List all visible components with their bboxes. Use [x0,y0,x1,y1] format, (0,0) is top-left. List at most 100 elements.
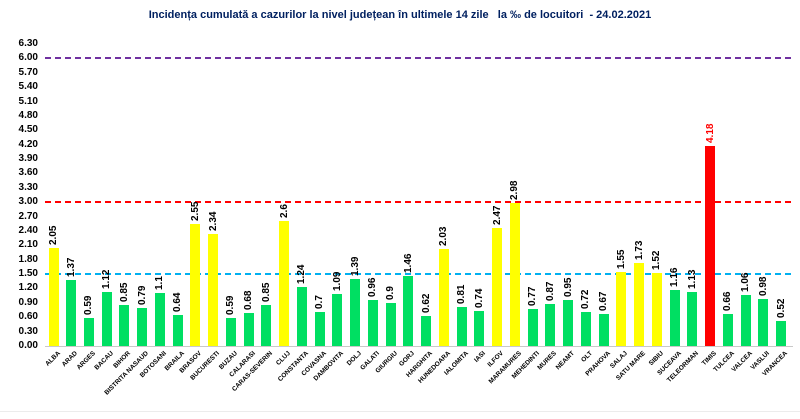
y-axis: 0.00 0.30 0.60 0.90 1.20 1.50 1.80 2.10 2.40 2.70… [0,0,40,416]
bar-value-label: 0.9 [385,285,397,300]
y-tick-label: 5.10 [18,95,38,107]
bar-value-label: 1.12 [101,269,113,290]
threshold-line-3 [45,201,793,204]
bar-value-label: 2.6 [278,204,290,219]
bar-value-label: 1.24 [296,264,308,284]
bar-VASLUI [758,299,769,346]
bar-value-label: 0.98 [757,276,769,297]
bar-value-label: 2.55 [189,201,201,221]
bar-BUCURESTI [208,233,219,346]
bar-BACAU [101,292,112,346]
bar-value-label: 0.62 [420,293,432,314]
bar-value-label: 2.05 [48,225,59,245]
y-tick-label: 3.30 [18,181,38,193]
bar-GIURGIU [385,302,396,346]
bar-HUNEDOARA [438,248,449,346]
y-tick-label: 3.00 [18,196,38,208]
bar-value-label: 2.03 [438,226,450,246]
bar-ARGES [83,317,94,346]
bar-ILFOV [492,227,503,346]
bar-IASI [474,310,485,346]
bar-SATU MARE [634,263,645,346]
bar-PRAHOVA [598,313,609,346]
bar-BOTOSANI [154,293,165,346]
bar-IALOMITA [456,307,467,346]
bar-value-label: 1.39 [349,256,361,277]
bar-CALARASI [243,313,254,346]
bar-value-label: 1.46 [402,253,414,274]
bar-DOLJ [350,279,361,346]
y-tick-label: 6.30 [18,38,38,49]
bar-value-label: 0.81 [456,284,468,305]
y-tick-label: 1.50 [18,268,38,280]
bar-value-label: 0.74 [473,288,485,308]
bar-value-label: 0.79 [136,285,148,306]
bar-VALCEA [740,295,751,346]
bar-SIBIU [651,273,662,346]
threshold-line-6 [45,57,793,60]
bar-value-label: 0.85 [260,282,272,303]
bar-value-label: 0.66 [722,291,734,312]
bar-value-label: 0.85 [118,282,130,303]
y-tick-label: 2.10 [18,239,38,251]
bar-OLT [580,311,591,346]
y-tick-label: 1.80 [18,253,38,265]
bar-CARAS-SEVERIN [261,305,272,346]
y-tick-label: 1.20 [18,282,38,294]
bar-TELEORMAN [687,291,698,346]
y-tick-label: 2.70 [18,210,38,222]
bar-GALATI [367,299,378,346]
bar-BRASOV [190,223,201,346]
bar-value-label: 0.96 [367,277,379,297]
bar-value-label: 0.72 [580,289,592,309]
bar-value-label: 1.37 [65,257,77,278]
y-tick-label: 0.60 [18,311,38,323]
bar-GORJ [403,276,414,346]
bar-value-label: 4.18 [704,123,716,143]
y-tick-label: 3.60 [18,167,38,179]
y-tick-label: 5.70 [18,66,38,78]
chart-title: Incidența cumulată a cazurilor la nivel … [148,9,652,21]
bar-value-label: 1.73 [633,240,645,261]
bar-value-label: 0.95 [562,278,574,298]
bar-BISTRITA NASAUD [137,308,148,346]
y-tick-label: 0.30 [18,325,38,337]
bar-CLUJ [279,221,290,346]
bar-value-label: 1.52 [651,250,663,271]
plot-area: 2.05 1.37 0.59 1.12 0.85 0.79 1.1 0.64 2.55 2.34 0… [45,44,793,347]
bar-value-label: 0.59 [83,295,95,315]
bar-value-label: 0.68 [243,290,255,311]
bar-TULCEA [722,314,733,346]
bar-BRAILA [172,315,183,346]
bar-value-label: 0.59 [225,295,237,315]
y-tick-label: 3.90 [18,153,38,165]
y-tick-label: 4.80 [18,109,38,121]
bar-ALBA [48,247,59,346]
bar-BUZAU [225,317,236,346]
y-tick-label: 5.40 [18,81,38,93]
bar-value-label: 1.16 [669,267,681,288]
bar-value-label: 0.77 [527,286,539,307]
bar-MARAMURES [509,203,520,346]
bar-value-label: 1.55 [615,249,627,269]
bar-COVASNA [314,312,325,346]
bar-NEAMT [563,300,574,346]
bar-MURES [545,304,556,346]
bar-value-label: 0.87 [544,281,556,302]
bar-ARAD [66,280,77,346]
bar-TIMIS [705,145,716,346]
bar-value-label: 1.09 [331,271,343,291]
bottom-divider [0,411,800,412]
y-tick-label: 6.00 [18,52,38,64]
bar-value-label: 2.47 [491,205,503,225]
bar-BIHOR [119,305,130,346]
bar-value-label: 2.34 [207,211,219,231]
bar-value-label: 0.7 [314,295,326,310]
bar-HARGHITA [421,316,432,346]
bar-value-label: 1.13 [686,269,698,289]
bar-value-label: 0.52 [775,298,787,319]
y-tick-label: 0.90 [18,296,38,308]
bar-value-label: 1.1 [154,276,166,291]
y-tick-label: 0.00 [18,340,38,351]
bar-CONSTANTA [296,286,307,346]
